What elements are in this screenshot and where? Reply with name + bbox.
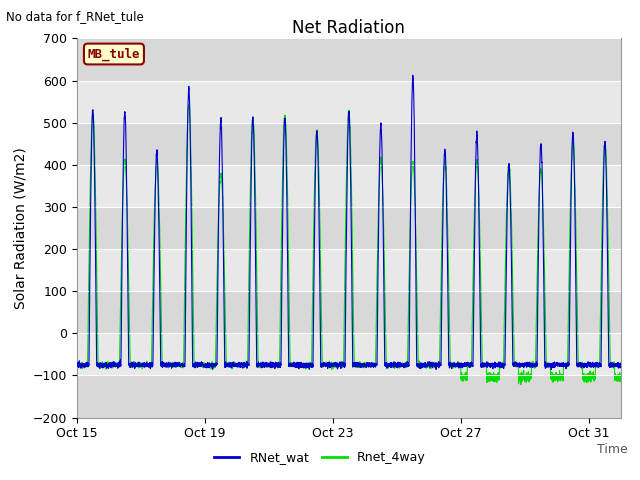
Text: Time: Time: [597, 443, 628, 456]
Bar: [77, 81, 621, 123]
Y-axis label: Solar Radiation (W/m2): Solar Radiation (W/m2): [13, 147, 27, 309]
Line: RNet_wat: RNet_wat: [77, 75, 621, 370]
RNet_wat: [547, 367, 555, 372]
Rnet_4way: [461, 376, 469, 382]
Rnet_4way: [185, 102, 193, 108]
Rnet_4way: [159, 364, 167, 370]
Legend: RNet_wat, Rnet_4way: RNet_wat, Rnet_4way: [209, 446, 431, 469]
Rnet_4way: [122, 180, 130, 185]
Rnet_4way: [407, 185, 415, 191]
RNet_wat: [159, 361, 167, 367]
Bar: [77, 249, 621, 291]
Line: Rnet_4way: Rnet_4way: [77, 105, 621, 384]
Bar: [77, 123, 621, 165]
RNet_wat: [186, 128, 194, 134]
Bar: [77, 207, 621, 249]
Bar: [77, 333, 621, 375]
Bar: [77, 291, 621, 333]
Rnet_4way: [186, 130, 194, 136]
Rnet_4way: [73, 361, 81, 367]
RNet_wat: [407, 159, 415, 165]
Bar: [77, 375, 621, 418]
Title: Net Radiation: Net Radiation: [292, 19, 405, 37]
RNet_wat: [461, 362, 469, 368]
RNet_wat: [617, 363, 625, 369]
RNet_wat: [409, 72, 417, 78]
Bar: [77, 165, 621, 207]
Text: No data for f_RNet_tule: No data for f_RNet_tule: [6, 10, 144, 23]
RNet_wat: [122, 160, 130, 166]
Rnet_4way: [517, 382, 525, 387]
Rnet_4way: [401, 364, 409, 370]
Rnet_4way: [617, 373, 625, 379]
Text: MB_tule: MB_tule: [88, 48, 140, 60]
RNet_wat: [73, 362, 81, 368]
RNet_wat: [401, 363, 409, 369]
Bar: [77, 38, 621, 81]
